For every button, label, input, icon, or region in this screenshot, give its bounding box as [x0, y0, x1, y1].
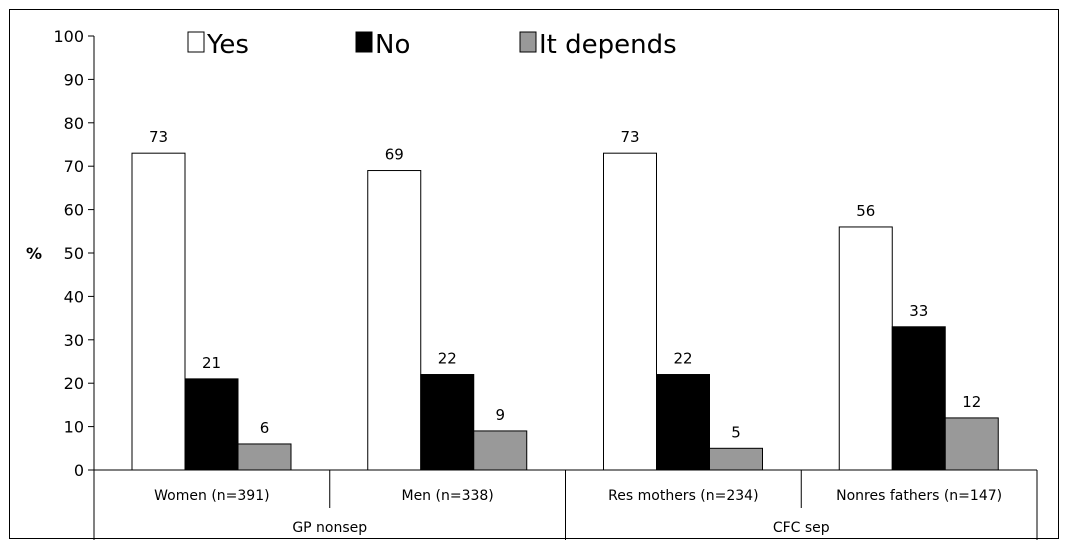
y-tick-label: 30	[64, 331, 84, 350]
bar-yes	[131, 152, 186, 471]
bar-no	[656, 374, 710, 471]
data-label: 21	[202, 354, 221, 372]
bar-no	[184, 378, 239, 471]
y-tick-label: 50	[64, 244, 84, 263]
bar-it-depends	[473, 430, 528, 471]
legend-label: It depends	[539, 30, 677, 60]
category-label: Res mothers (n=234)	[608, 488, 758, 504]
bar-yes	[838, 226, 893, 471]
data-label: 6	[260, 419, 270, 437]
y-tick-label: 70	[64, 157, 84, 176]
bar-yes	[367, 170, 422, 471]
bar-it-depends	[944, 417, 999, 471]
legend-label: No	[375, 30, 410, 60]
y-tick-label: 20	[64, 374, 84, 393]
bar-yes	[603, 152, 657, 471]
data-label: 69	[385, 146, 404, 164]
category-label: Women (n=391)	[154, 488, 269, 504]
y-tick-label: 80	[64, 114, 84, 133]
data-label: 56	[856, 202, 875, 220]
bar-no	[891, 326, 946, 471]
legend-label: Yes	[206, 30, 249, 60]
group-label: CFC sep	[773, 520, 830, 536]
bar-no	[420, 374, 475, 471]
category-label: Nonres fathers (n=147)	[836, 488, 1002, 504]
data-label: 73	[149, 128, 168, 146]
data-label: 12	[962, 393, 981, 411]
data-label: 5	[731, 423, 741, 441]
y-tick-label: 100	[53, 27, 84, 46]
legend-swatch-yes	[187, 31, 205, 53]
data-label: 22	[673, 350, 692, 368]
data-label: 9	[495, 406, 505, 424]
data-label: 22	[438, 350, 457, 368]
category-label: Men (n=338)	[401, 488, 493, 504]
y-tick-label: 90	[64, 70, 84, 89]
data-label: 33	[909, 302, 928, 320]
bar-it-depends	[709, 447, 763, 471]
y-tick-label: 40	[64, 287, 84, 306]
bar-it-depends	[237, 443, 292, 471]
legend-swatch-no	[355, 31, 373, 53]
y-tick-label: 60	[64, 201, 84, 220]
y-tick-label: 10	[64, 418, 84, 437]
group-label: GP nonsep	[292, 520, 367, 536]
y-tick-label: 0	[74, 461, 84, 480]
y-axis-label: %	[26, 244, 42, 263]
data-label: 73	[620, 128, 639, 146]
legend-swatch-it-depends	[519, 31, 537, 53]
